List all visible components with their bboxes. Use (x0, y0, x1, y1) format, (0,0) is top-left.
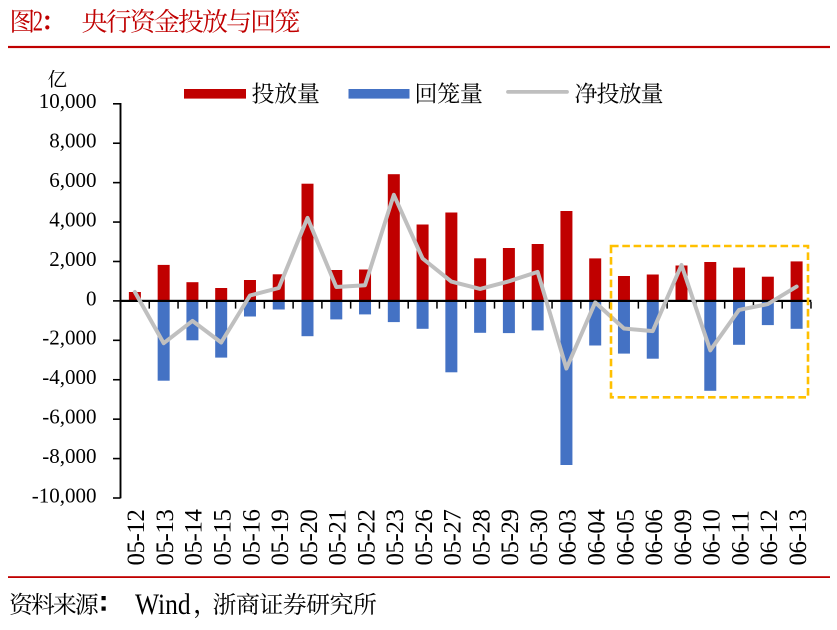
svg-text:2: 2 (33, 6, 43, 37)
svg-text:05-20: 05-20 (296, 510, 323, 566)
svg-text:05-19: 05-19 (267, 510, 294, 566)
svg-text:06-12: 06-12 (756, 510, 783, 566)
svg-text:05-14: 05-14 (181, 509, 208, 566)
svg-text:-4,000: -4,000 (42, 365, 96, 389)
svg-text:06-06: 06-06 (641, 510, 668, 566)
svg-text:06-03: 06-03 (555, 510, 582, 566)
svg-text:-8,000: -8,000 (42, 444, 96, 468)
svg-text:-2,000: -2,000 (42, 326, 96, 350)
svg-text:06-13: 06-13 (785, 510, 812, 566)
svg-text:05-30: 05-30 (526, 510, 553, 566)
svg-text:06-10: 06-10 (699, 510, 726, 566)
svg-text:4,000: 4,000 (49, 207, 96, 231)
svg-text:05-28: 05-28 (468, 510, 495, 566)
svg-text:05-26: 05-26 (411, 510, 438, 566)
svg-text:05-23: 05-23 (382, 510, 409, 566)
svg-text:10,000: 10,000 (39, 89, 97, 113)
svg-text:05-22: 05-22 (353, 510, 380, 566)
svg-text:06-05: 06-05 (612, 510, 639, 566)
svg-text:05-21: 05-21 (325, 510, 352, 566)
svg-text:06-11: 06-11 (727, 511, 754, 566)
svg-text:-10,000: -10,000 (32, 483, 97, 507)
svg-text:05-13: 05-13 (152, 510, 179, 566)
svg-text:05-29: 05-29 (497, 510, 524, 566)
svg-text:06-04: 06-04 (584, 509, 611, 566)
svg-text:05-16: 05-16 (238, 510, 265, 566)
svg-text:-6,000: -6,000 (42, 405, 96, 429)
svg-text:0: 0 (86, 286, 97, 310)
svg-text:05-12: 05-12 (123, 510, 150, 566)
svg-text:8,000: 8,000 (49, 129, 96, 153)
svg-text:05-15: 05-15 (210, 510, 237, 566)
svg-text:2,000: 2,000 (49, 247, 96, 271)
svg-text:05-27: 05-27 (440, 510, 467, 566)
svg-text:06-09: 06-09 (670, 510, 697, 566)
svg-text:6,000: 6,000 (49, 168, 96, 192)
svg-text:Wind: Wind (135, 588, 191, 621)
